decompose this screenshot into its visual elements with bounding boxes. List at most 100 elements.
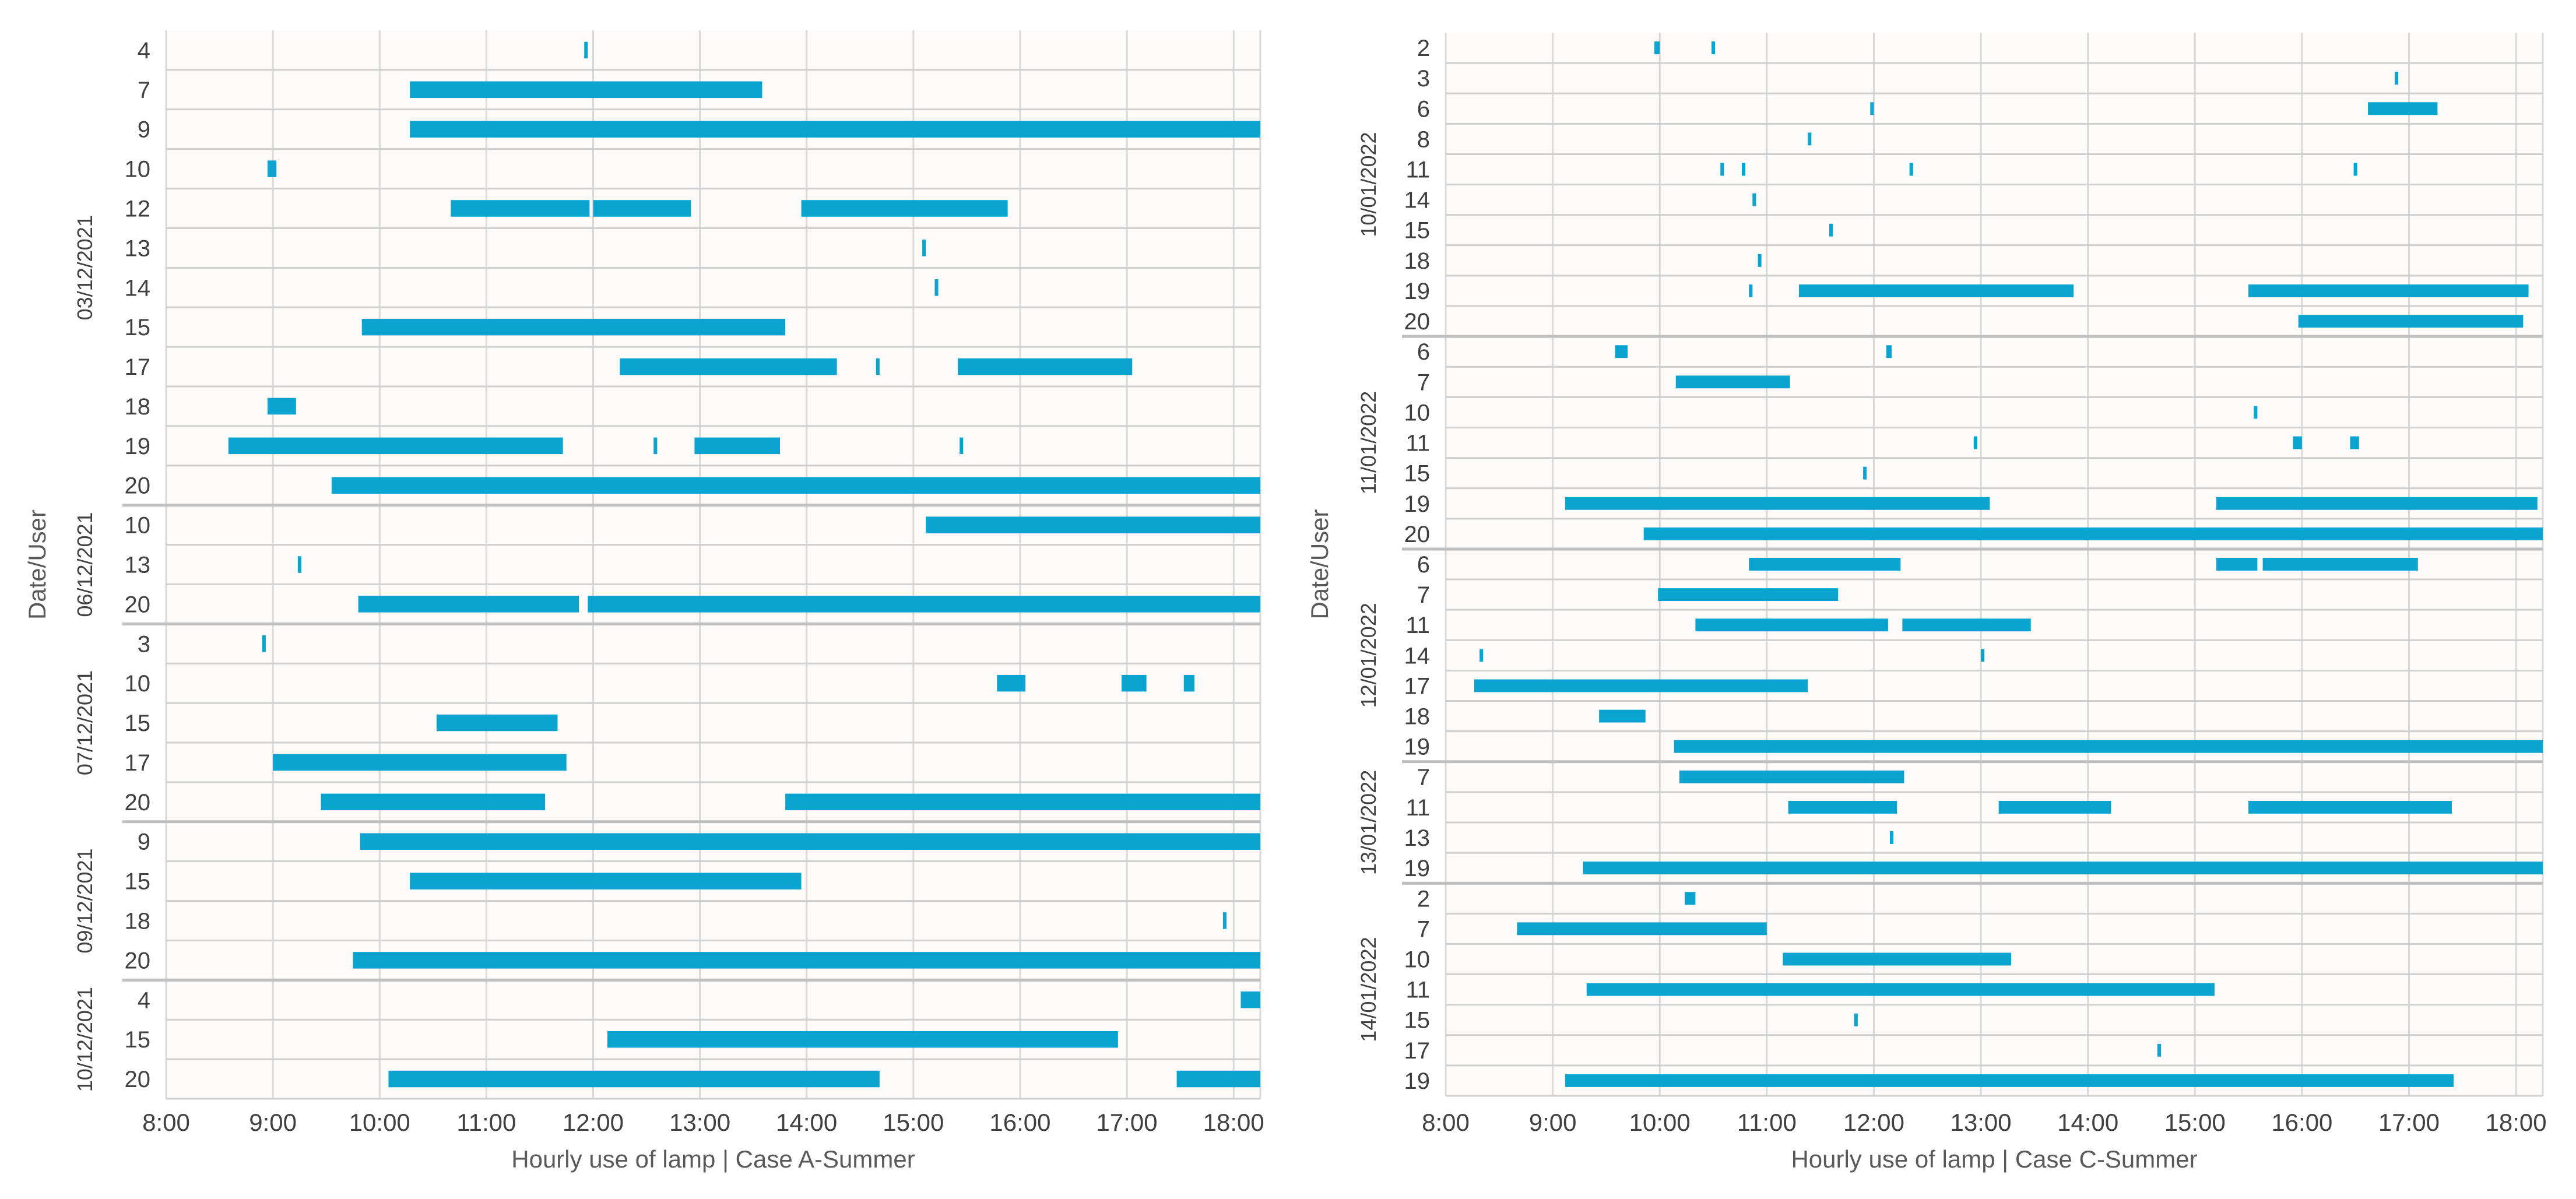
user-label: 10 [125,671,151,697]
user-label: 19 [1404,856,1431,881]
usage-bar [2216,497,2538,510]
usage-bar [1565,1074,2454,1087]
user-label: 12 [125,196,151,222]
date-label: 10/12/2021 [73,987,97,1092]
usage-bar [1679,770,1904,783]
user-label: 10 [1404,400,1431,426]
user-label: 20 [125,790,151,815]
user-label: 9 [138,829,150,855]
usage-bar [1788,800,1897,814]
usage-bar [1183,674,1195,692]
user-label: 9 [138,117,150,143]
date-label: 10/01/2022 [1356,132,1380,237]
x-tick-label: 11:00 [456,1109,516,1136]
user-label: 11 [1405,978,1430,1003]
date-label: 11/01/2022 [1356,391,1380,495]
usage-bar [321,793,546,811]
user-label: 10 [125,157,151,182]
x-tick-label: 18:00 [2486,1109,2547,1136]
y-axis-title: Date/User [23,509,51,620]
usage-bar [1870,102,1874,115]
x-tick-label: 9:00 [249,1109,297,1136]
usage-bar [1240,991,1260,1008]
user-label: 14 [125,275,151,301]
usage-bar [410,121,1261,138]
usage-bar [1902,618,2031,632]
date-label: 09/12/2021 [73,848,97,953]
user-label: 10 [125,513,151,539]
x-tick-label: 17:00 [1097,1109,1158,1136]
usage-bar [1643,527,2543,540]
user-label: 2 [1417,886,1430,912]
user-label: 18 [1404,248,1431,274]
usage-bar [1749,284,1753,297]
usage-bar [1654,41,1660,55]
user-label: 20 [1404,309,1431,335]
usage-bar [228,437,563,455]
usage-bar [1121,674,1147,692]
usage-bar [584,41,588,59]
y-axis-title: Date/User [1306,509,1333,619]
usage-bar [1783,952,2012,966]
usage-bar [1583,862,2543,875]
x-tick-label: 10:00 [1629,1109,1691,1136]
x-tick-label: 10:00 [349,1109,410,1136]
user-label: 11 [1405,795,1430,821]
usage-bar [1711,41,1716,55]
usage-bar [2248,284,2529,297]
usage-bar [1749,558,1901,571]
user-label: 6 [1417,552,1430,578]
usage-bar [1222,912,1227,929]
usage-bar [410,873,802,889]
user-label: 15 [125,711,151,736]
x-axis-title: Hourly use of lamp | Case A-Summer [511,1145,915,1173]
x-tick-label: 18:00 [1203,1109,1264,1136]
usage-bar [2353,163,2357,176]
usage-bar [331,477,1260,494]
usage-bar [922,240,926,256]
x-tick-label: 15:00 [883,1109,944,1136]
user-label: 20 [125,948,151,973]
usage-bar [1808,132,1812,146]
user-label: 20 [125,1067,151,1092]
user-label: 4 [138,38,150,64]
usage-bar [1973,436,1977,449]
usage-bar [1886,345,1892,358]
usage-bar [388,1070,880,1088]
user-label: 14 [1404,188,1431,213]
usage-bar [360,833,1260,850]
usage-bar [1517,922,1767,936]
usage-bar [1909,163,1913,176]
x-tick-label: 11:00 [1737,1109,1797,1136]
x-tick-label: 15:00 [2164,1109,2226,1136]
usage-bar [2216,558,2258,571]
date-label: 12/01/2022 [1356,603,1380,708]
usage-bar [1981,649,1985,662]
usage-bar [410,81,762,99]
usage-bar [1889,831,1894,844]
user-label: 15 [125,869,151,895]
x-axis-title: Hourly use of lamp | Case C-Summer [1791,1145,2197,1173]
x-tick-label: 17:00 [2378,1109,2440,1136]
usage-bar [926,516,1260,533]
user-label: 13 [1404,825,1431,851]
user-label: 15 [125,1027,151,1053]
usage-bar [1758,254,1762,267]
user-label: 17 [1404,1038,1431,1064]
user-label: 15 [125,315,151,340]
user-label: 10 [1404,947,1431,972]
user-label: 19 [1404,279,1431,304]
date-label: 13/01/2022 [1356,770,1380,875]
usage-bar [451,200,590,217]
usage-bar [1741,163,1746,176]
x-tick-label: 16:00 [2271,1109,2332,1136]
usage-bar [273,754,567,771]
usage-bar [1798,284,2074,297]
user-label: 3 [1417,66,1430,92]
usage-bar [1695,618,1888,632]
usage-bar [694,437,780,455]
usage-bar [267,398,296,415]
usage-bar [785,793,1260,811]
x-tick-label: 8:00 [142,1109,190,1136]
